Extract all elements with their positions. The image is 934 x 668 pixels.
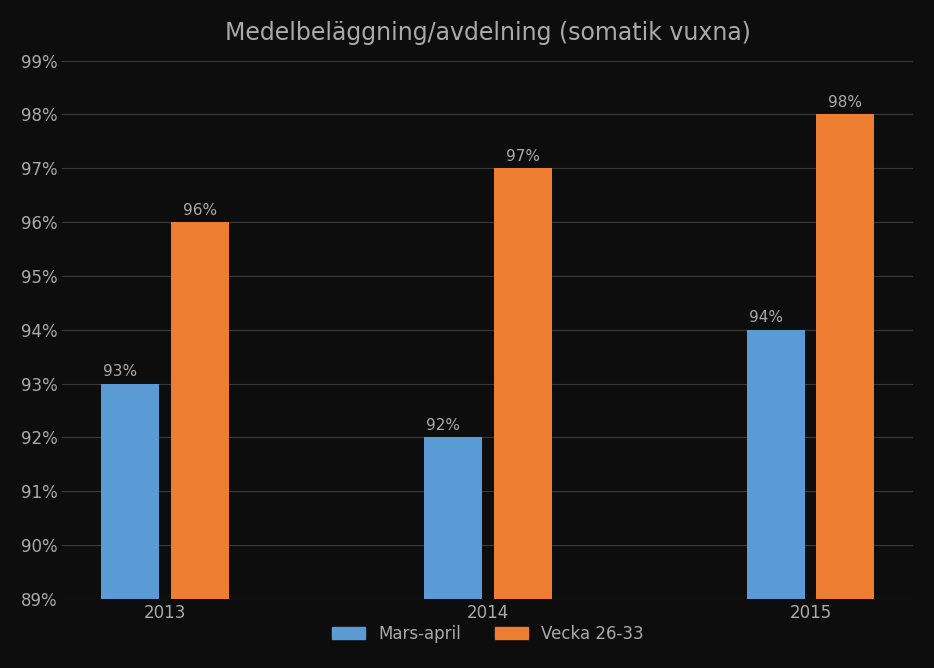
Bar <box>493 168 552 668</box>
Text: 97%: 97% <box>505 149 540 164</box>
Bar <box>101 383 159 668</box>
Bar <box>424 438 482 668</box>
Bar <box>171 222 229 668</box>
Text: 93%: 93% <box>104 364 137 379</box>
Legend: Mars-april, Vecka 26-33: Mars-april, Vecka 26-33 <box>325 619 650 650</box>
Text: 96%: 96% <box>183 203 217 218</box>
Text: 98%: 98% <box>828 95 862 110</box>
Text: 94%: 94% <box>749 311 783 325</box>
Bar <box>816 114 874 668</box>
Bar <box>746 330 805 668</box>
Title: Medelbeläggning/avdelning (somatik vuxna): Medelbeläggning/avdelning (somatik vuxna… <box>225 21 751 45</box>
Text: 92%: 92% <box>426 418 460 433</box>
